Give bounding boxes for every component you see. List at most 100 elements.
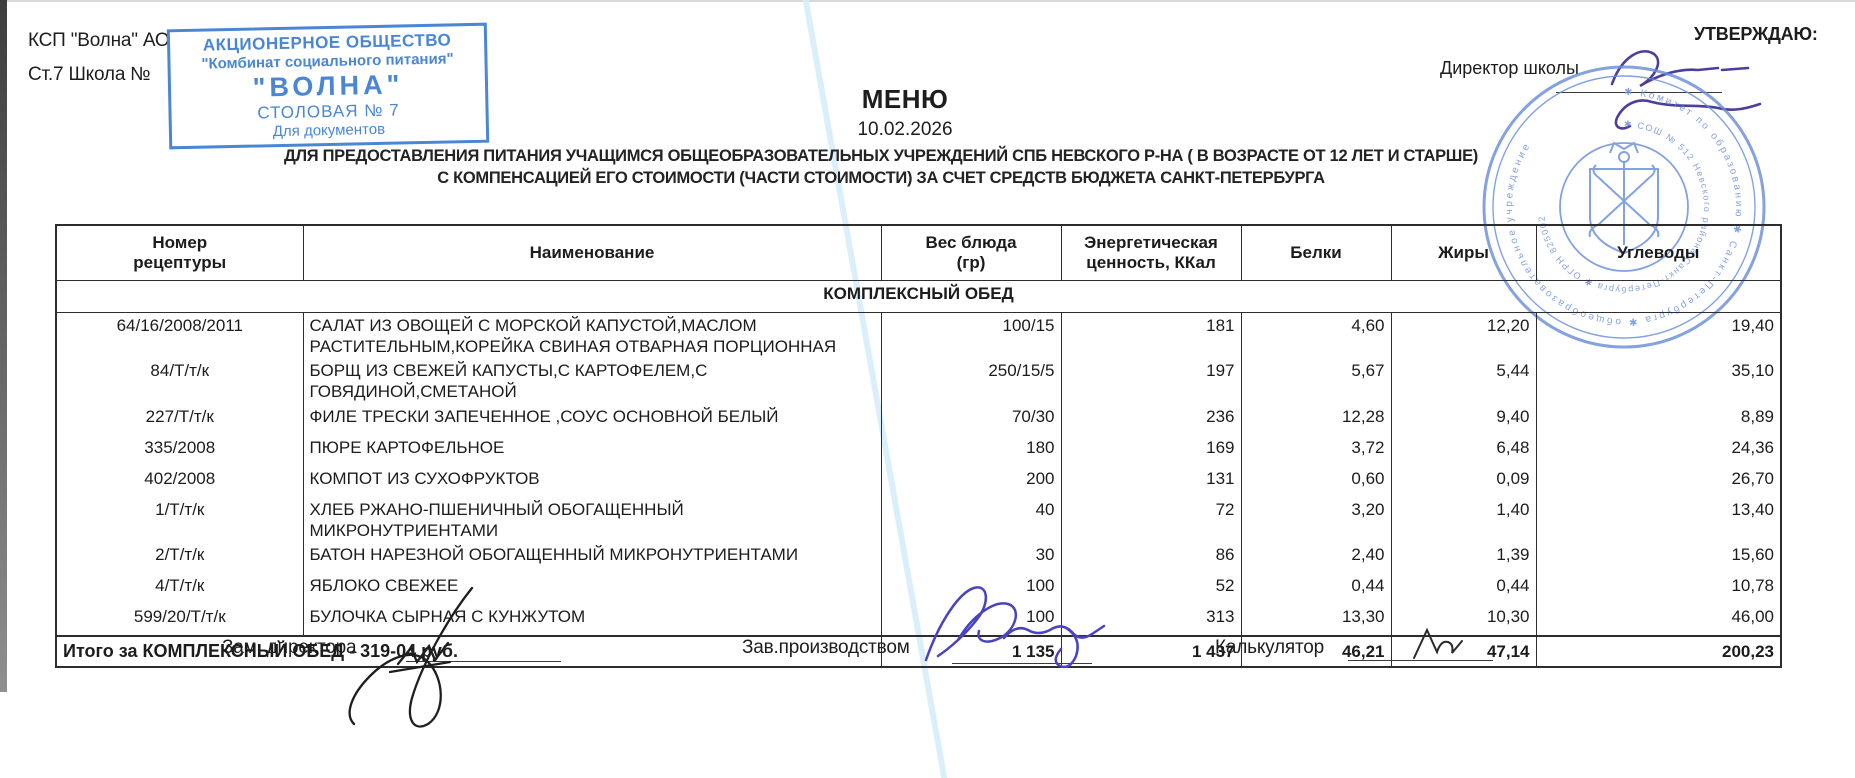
cell-weight: 180 xyxy=(880,434,1062,466)
cell-protein: 5,67 xyxy=(1240,358,1392,404)
cell-fat: 6,48 xyxy=(1390,434,1537,466)
scan-edge-left xyxy=(0,0,7,692)
cell-recipe: 335/2008 xyxy=(55,434,304,466)
cell-kcal: 52 xyxy=(1060,573,1242,605)
cell-weight: 40 xyxy=(880,496,1062,543)
cell-recipe: 599/20/Т/т/к xyxy=(55,604,304,637)
cell-fat: 0,09 xyxy=(1390,465,1537,497)
menu-table-body: 64/16/2008/2011 САЛАТ ИЗ ОВОЩЕЙ С МОРСКОЙ… xyxy=(55,312,1782,637)
director-label: Директор школы xyxy=(1440,58,1579,78)
cell-recipe: 227/Т/т/к xyxy=(55,403,304,435)
cell-kcal: 169 xyxy=(1060,434,1242,466)
table-row: 1/Т/т/к ХЛЕБ РЖАНО-ПШЕНИЧНЫЙ ОБОГАЩЕННЫЙ … xyxy=(55,496,1782,543)
org-school-line: Ст.7 Школа № xyxy=(28,64,151,85)
cell-name: БУЛОЧКА СЫРНАЯ С КУНЖУТОМ xyxy=(302,604,882,637)
cell-carbs: 8,89 xyxy=(1535,403,1782,435)
calculator-signature-line xyxy=(1348,660,1493,661)
cell-kcal: 236 xyxy=(1060,403,1242,435)
production-manager-signature-line xyxy=(952,663,1092,664)
subtitle-line-1: ДЛЯ ПРЕДОСТАВЛЕНИЯ ПИТАНИЯ УЧАЩИМСЯ ОБЩЕ… xyxy=(284,147,1478,165)
cell-kcal: 197 xyxy=(1060,358,1242,404)
section-row: КОМПЛЕКСНЫЙ ОБЕД xyxy=(55,280,1782,313)
cell-kcal: 72 xyxy=(1060,496,1242,543)
cell-carbs: 19,40 xyxy=(1535,312,1782,359)
cell-protein: 12,28 xyxy=(1240,403,1392,435)
cell-kcal: 181 xyxy=(1060,312,1242,359)
table-row: 2/Т/т/к БАТОН НАРЕЗНОЙ ОБОГАЩЕННЫЙ МИКРОН… xyxy=(55,542,1782,574)
cell-kcal: 313 xyxy=(1060,604,1242,637)
org-name: КСП "Волна" АО xyxy=(28,30,170,51)
production-manager-label: Зав.производством xyxy=(742,637,910,658)
col-header-protein: Белки xyxy=(1240,225,1392,281)
approve-label: УТВЕРЖДАЮ: xyxy=(1694,24,1818,44)
cell-recipe: 1/Т/т/к xyxy=(55,496,304,543)
cell-name: ХЛЕБ РЖАНО-ПШЕНИЧНЫЙ ОБОГАЩЕННЫЙ МИКРОНУ… xyxy=(302,496,882,543)
cell-name: БОРЩ ИЗ СВЕЖЕЙ КАПУСТЫ,С КАРТОФЕЛЕМ,С ГО… xyxy=(302,358,882,404)
col-header-weight: Вес блюда (гр) xyxy=(880,225,1062,281)
col-header-name: Наименование xyxy=(302,225,882,281)
total-carbs: 200,23 xyxy=(1535,635,1782,668)
cell-carbs: 26,70 xyxy=(1535,465,1782,497)
table-row: 335/2008 ПЮРЕ КАРТОФЕЛЬНОЕ 180 169 3,72 6,48 2… xyxy=(55,434,1782,466)
cell-carbs: 15,60 xyxy=(1535,542,1782,574)
cell-weight: 250/15/5 xyxy=(880,358,1062,404)
cell-protein: 0,60 xyxy=(1240,465,1392,497)
table-row: 64/16/2008/2011 САЛАТ ИЗ ОВОЩЕЙ С МОРСКОЙ… xyxy=(55,312,1782,359)
deputy-director-signature-line xyxy=(406,661,561,662)
cell-name: КОМПОТ ИЗ СУХОФРУКТОВ xyxy=(302,465,882,497)
cell-protein: 13,30 xyxy=(1240,604,1392,637)
cell-fat: 5,44 xyxy=(1390,358,1537,404)
deputy-director-label: Зам. директора xyxy=(222,637,357,658)
cell-name: САЛАТ ИЗ ОВОЩЕЙ С МОРСКОЙ КАПУСТОЙ,МАСЛО… xyxy=(302,312,882,359)
cell-recipe: 2/Т/т/к xyxy=(55,542,304,574)
cell-fat: 10,30 xyxy=(1390,604,1537,637)
total-kcal: 1 437 xyxy=(1060,635,1242,668)
total-fat: 47,14 xyxy=(1390,635,1537,668)
col-header-recipe-number: Номер рецептуры xyxy=(55,225,304,281)
col-header-fat: Жиры xyxy=(1390,225,1537,281)
col-header-energy: Энергетическая ценность, ККал xyxy=(1060,225,1242,281)
scan-edge-top xyxy=(0,0,1855,2)
cell-fat: 9,40 xyxy=(1390,403,1537,435)
cell-recipe: 84/Т/т/к xyxy=(55,358,304,404)
section-title: КОМПЛЕКСНЫЙ ОБЕД xyxy=(55,280,1782,313)
cell-name: ПЮРЕ КАРТОФЕЛЬНОЕ xyxy=(302,434,882,466)
cell-protein: 3,72 xyxy=(1240,434,1392,466)
cell-protein: 3,20 xyxy=(1240,496,1392,543)
cell-fat: 1,40 xyxy=(1390,496,1537,543)
cell-weight: 100/15 xyxy=(880,312,1062,359)
cell-protein: 0,44 xyxy=(1240,573,1392,605)
calculator-label: Калькулятор xyxy=(1215,637,1325,658)
menu-date: 10.02.2026 xyxy=(857,119,953,140)
cell-name: БАТОН НАРЕЗНОЙ ОБОГАЩЕННЫЙ МИКРОНУТРИЕНТ… xyxy=(302,542,882,574)
table-row: 84/Т/т/к БОРЩ ИЗ СВЕЖЕЙ КАПУСТЫ,С КАРТОФЕ… xyxy=(55,358,1782,404)
table-row: 599/20/Т/т/к БУЛОЧКА СЫРНАЯ С КУНЖУТОМ 100… xyxy=(55,604,1782,637)
cell-recipe: 402/2008 xyxy=(55,465,304,497)
table-row: 402/2008 КОМПОТ ИЗ СУХОФРУКТОВ 200 131 0,60 0… xyxy=(55,465,1782,497)
cell-carbs: 35,10 xyxy=(1535,358,1782,404)
cell-carbs: 24,36 xyxy=(1535,434,1782,466)
cell-name: ЯБЛОКО СВЕЖЕЕ xyxy=(302,573,882,605)
cell-protein: 4,60 xyxy=(1240,312,1392,359)
menu-table: Номер рецептуры Наименование Вес блюда (… xyxy=(55,224,1782,669)
cell-kcal: 86 xyxy=(1060,542,1242,574)
cell-weight: 30 xyxy=(880,542,1062,574)
page-title: МЕНЮ xyxy=(861,84,949,114)
cell-protein: 2,40 xyxy=(1240,542,1392,574)
cell-carbs: 13,40 xyxy=(1535,496,1782,543)
cell-kcal: 131 xyxy=(1060,465,1242,497)
subtitle-line-2: С КОМПЕНСАЦИЕЙ ЕГО СТОИМОСТИ (ЧАСТИ СТОИ… xyxy=(437,169,1325,187)
table-header-row: Номер рецептуры Наименование Вес блюда (… xyxy=(55,225,1782,281)
cell-fat: 1,39 xyxy=(1390,542,1537,574)
cell-carbs: 46,00 xyxy=(1535,604,1782,637)
cell-carbs: 10,78 xyxy=(1535,573,1782,605)
cell-recipe: 4/Т/т/к xyxy=(55,573,304,605)
cell-name: ФИЛЕ ТРЕСКИ ЗАПЕЧЕННОЕ ,СОУС ОСНОВНОЙ БЕ… xyxy=(302,403,882,435)
menu-table-container: Номер рецептуры Наименование Вес блюда (… xyxy=(55,224,1782,669)
table-row: 227/Т/т/к ФИЛЕ ТРЕСКИ ЗАПЕЧЕННОЕ ,СОУС ОС… xyxy=(55,403,1782,435)
cell-fat: 12,20 xyxy=(1390,312,1537,359)
cell-weight: 200 xyxy=(880,465,1062,497)
col-header-carbs: Углеводы xyxy=(1535,225,1782,281)
cell-weight: 100 xyxy=(880,573,1062,605)
